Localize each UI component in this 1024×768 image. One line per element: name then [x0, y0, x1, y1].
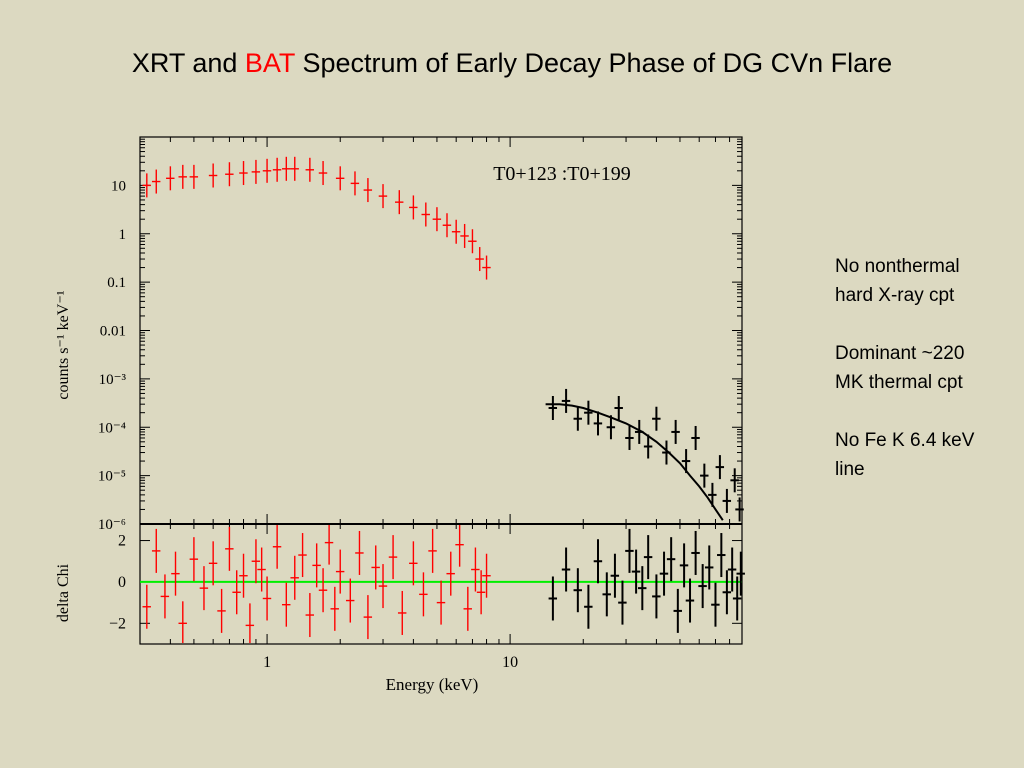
note-line: line: [835, 459, 865, 480]
y-tick-label: 10⁻⁶: [98, 517, 126, 533]
residual-y-axis-label: delta Chi: [55, 563, 72, 622]
note-line: No nonthermal: [835, 256, 960, 277]
y-tick-label: 0.1: [107, 275, 126, 291]
note-fe-line: No Fe K 6.4 keV line: [835, 426, 1015, 484]
y-tick-label: 0.01: [100, 324, 126, 340]
y-tick-label: 1: [119, 227, 127, 243]
model-curve: [545, 403, 724, 521]
note-thermal: Dominant ~220 MK thermal cpt: [835, 339, 1015, 397]
x-tick-label: 1: [263, 654, 271, 671]
residual-y-tick-label: −2: [109, 615, 126, 632]
y-tick-label: 10: [111, 178, 126, 194]
note-line: hard X-ray cpt: [835, 285, 955, 306]
y-tick-label: 10⁻³: [99, 372, 127, 388]
y-tick-label: 10⁻⁵: [98, 469, 126, 485]
title-post: Spectrum of Early Decay Phase of DG CVn …: [294, 48, 893, 78]
time-interval-annotation: T0+123 :T0+199: [493, 163, 631, 185]
x-axis-label: Energy (keV): [386, 675, 479, 694]
residual-y-tick-label: 2: [118, 533, 126, 550]
plot-frame: [139, 136, 743, 645]
title-pre: XRT and: [131, 48, 245, 78]
residual-y-tick-label: 0: [118, 574, 126, 591]
note-line: No Fe K 6.4 keV: [835, 430, 975, 451]
note-nonthermal: No nonthermal hard X-ray cpt: [835, 252, 1015, 310]
y-axis-label: counts s⁻¹ keV⁻¹: [55, 290, 72, 399]
y-tick-label: 10⁻⁴: [98, 420, 126, 436]
note-line: Dominant ~220: [835, 343, 965, 364]
note-line: MK thermal cpt: [835, 372, 963, 393]
title-accent: BAT: [244, 48, 295, 78]
slide-title: XRT and BAT Spectrum of Early Decay Phas…: [0, 48, 1024, 79]
notes-panel: No nonthermal hard X-ray cpt Dominant ~2…: [835, 252, 1015, 513]
x-tick-label: 10: [502, 654, 518, 671]
